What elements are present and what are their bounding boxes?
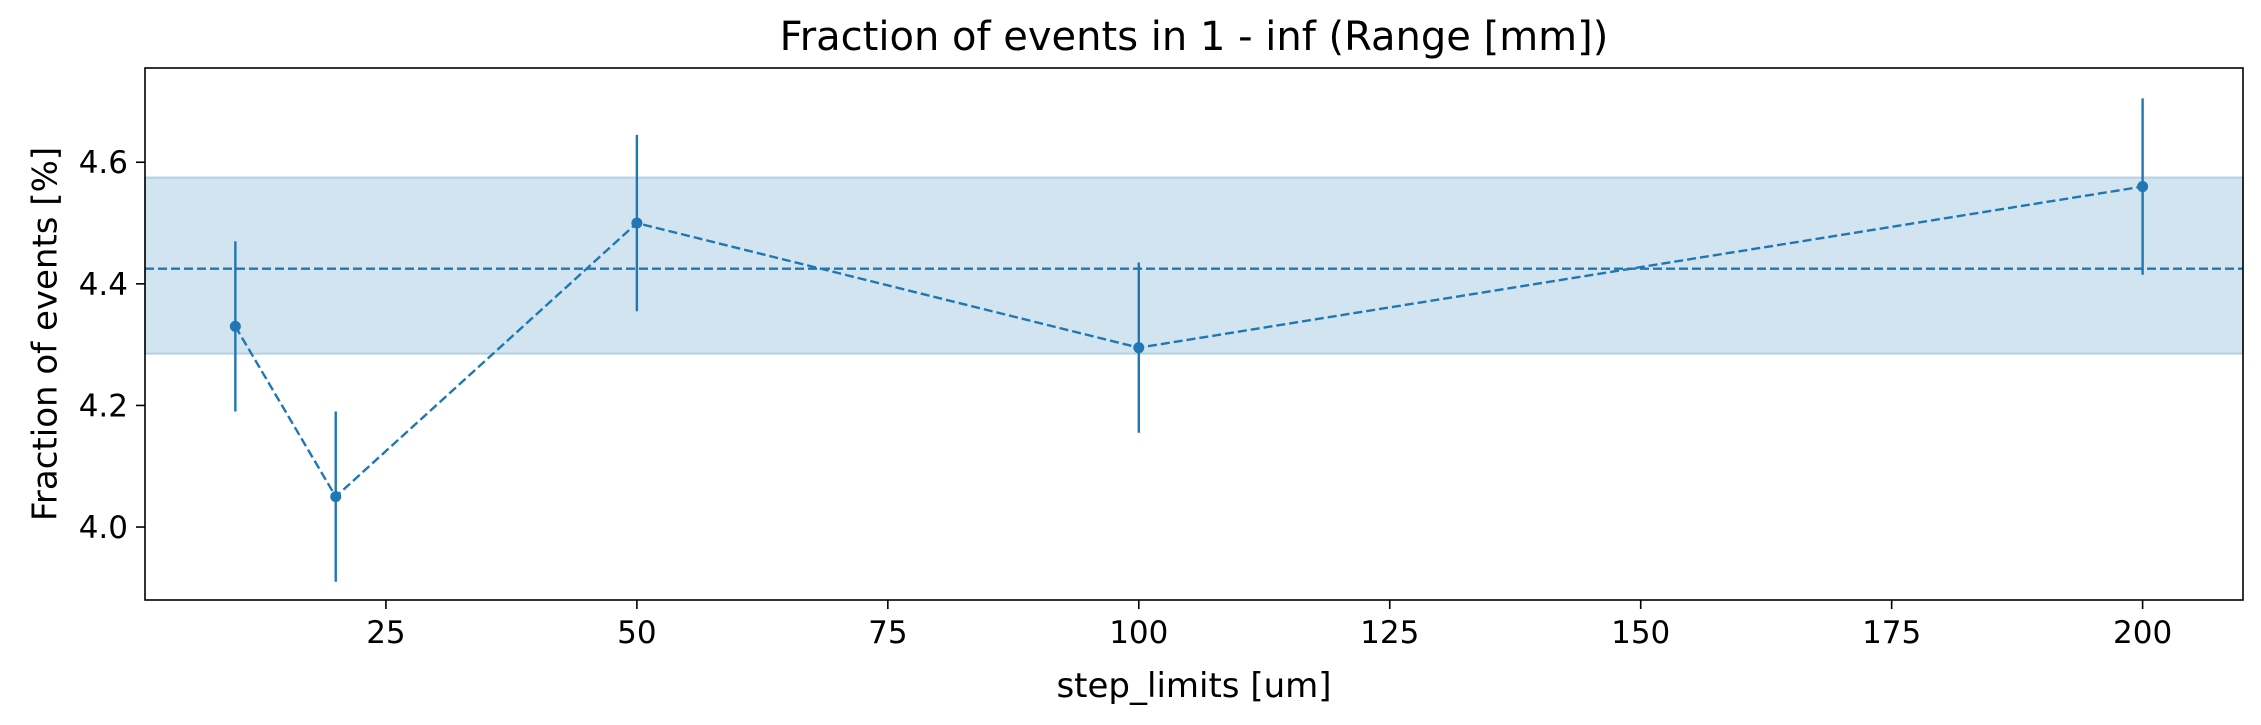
data-point: [631, 217, 643, 229]
x-tick-label: 75: [868, 615, 907, 651]
chart-title: Fraction of events in 1 - inf (Range [mm…: [780, 14, 1609, 60]
uncertainty-band: [144, 176, 2244, 355]
y-axis-label: Fraction of events [%]: [26, 147, 66, 521]
data-point: [229, 320, 241, 332]
x-tick-label: 175: [1862, 615, 1921, 651]
x-axis-label: step_limits [um]: [1056, 666, 1331, 706]
y-axis-ticks: 4.0 4.2 4.4 4.6: [79, 145, 145, 546]
y-tick-label: 4.4: [79, 267, 128, 303]
data-point: [2137, 181, 2149, 193]
series-layer: [229, 98, 2149, 582]
x-axis-ticks: 25 50 75 100 125 150 175 200: [366, 600, 2172, 651]
y-tick-label: 4.2: [79, 388, 128, 424]
x-tick-label: 100: [1109, 615, 1168, 651]
y-tick-label: 4.6: [79, 145, 128, 181]
data-point: [1133, 342, 1145, 354]
x-tick-label: 150: [1611, 615, 1670, 651]
plot-frame: [144, 67, 2244, 601]
uncertainty-band-layer: [144, 176, 2244, 355]
data-point: [330, 491, 342, 503]
y-tick-label: 4.0: [79, 510, 128, 546]
x-tick-label: 25: [366, 615, 405, 651]
x-tick-label: 50: [617, 615, 656, 651]
x-tick-label: 125: [1360, 615, 1419, 651]
x-tick-label: 200: [2113, 615, 2172, 651]
